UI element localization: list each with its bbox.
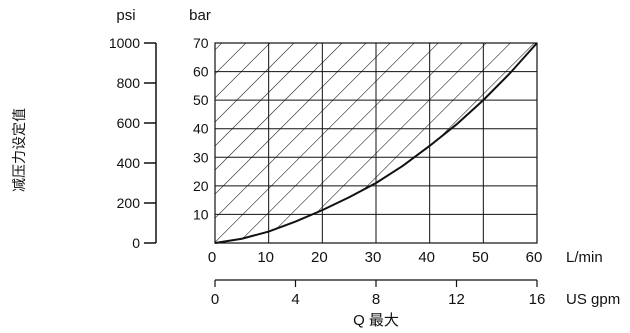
right-axis-unit: bar — [189, 7, 211, 24]
bar-tick-label: 10 — [193, 206, 209, 222]
psi-tick-label: 400 — [117, 155, 141, 171]
left-axis-unit: psi — [116, 7, 135, 24]
bar-tick-label: 50 — [193, 92, 209, 108]
psi-tick-label: 0 — [132, 235, 140, 251]
lmin-tick-label: 50 — [472, 249, 489, 266]
gpm-tick-label: 8 — [372, 291, 380, 308]
pressure-curve — [214, 42, 538, 244]
bar-tick-label: 20 — [193, 178, 209, 194]
lmin-tick-label: 40 — [418, 249, 435, 266]
gpm-tick-label: 12 — [448, 291, 465, 308]
lmin-tick-label: 0 — [208, 249, 216, 266]
bar-tick-label: 60 — [193, 64, 209, 80]
lmin-tick-label: 10 — [257, 249, 274, 266]
lmin-tick-label: 20 — [311, 249, 328, 266]
psi-tick-label: 800 — [117, 75, 141, 91]
x-secondary-unit: US gpm — [566, 291, 620, 308]
lmin-tick-label: 30 — [365, 249, 382, 266]
psi-tick-label: 200 — [117, 195, 141, 211]
bar-tick-label: 30 — [193, 149, 209, 165]
bar-tick-label: 40 — [193, 121, 209, 137]
gpm-tick-label: 16 — [529, 291, 546, 308]
x-axis-label: Q 最大 — [353, 312, 399, 329]
plot-frame — [214, 42, 538, 244]
gpm-tick-label: 4 — [291, 291, 299, 308]
y-axis-label: 减压力设定值 — [12, 108, 28, 192]
bar-tick-label: 70 — [193, 35, 209, 51]
lmin-tick-label: 60 — [526, 249, 543, 266]
psi-tick-label: 600 — [117, 115, 141, 131]
psi-tick-label: 1000 — [109, 35, 140, 51]
x-primary-unit: L/min — [566, 249, 603, 266]
gpm-tick-label: 0 — [211, 291, 219, 308]
